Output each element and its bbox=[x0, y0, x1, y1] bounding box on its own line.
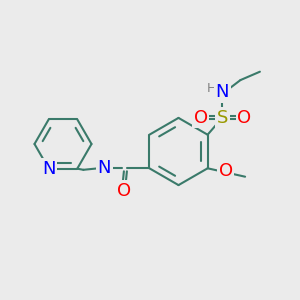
Text: O: O bbox=[218, 162, 233, 180]
Text: N: N bbox=[98, 159, 111, 177]
Text: N: N bbox=[42, 160, 56, 178]
Text: O: O bbox=[194, 109, 208, 127]
Text: H: H bbox=[98, 158, 108, 171]
Text: S: S bbox=[217, 109, 228, 127]
Text: N: N bbox=[216, 83, 229, 101]
Text: H: H bbox=[206, 82, 216, 95]
Text: O: O bbox=[237, 109, 251, 127]
Text: O: O bbox=[117, 182, 131, 200]
